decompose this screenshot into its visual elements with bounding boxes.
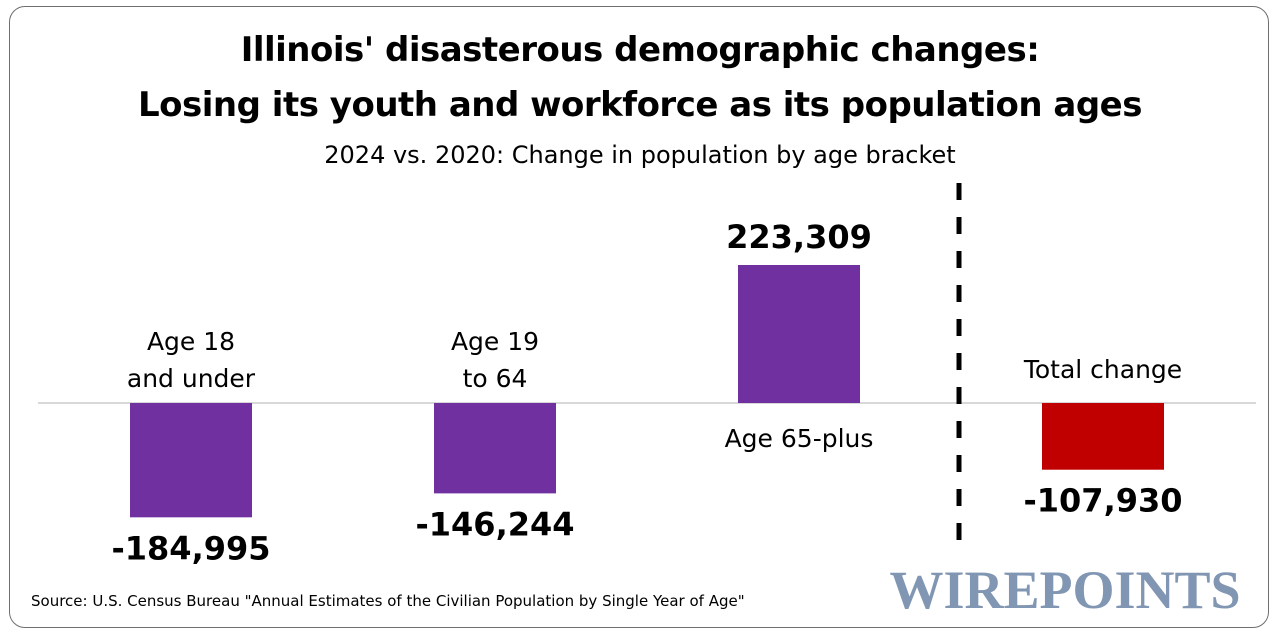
bar-1: [130, 403, 252, 518]
value-label-1: -184,995: [111, 529, 270, 567]
chart-subtitle: 2024 vs. 2020: Change in population by a…: [324, 141, 956, 169]
source-note: Source: U.S. Census Bureau "Annual Estim…: [31, 592, 745, 610]
chart-title-line-2: Losing its youth and workforce as its po…: [138, 85, 1142, 125]
category-label-3: Age 65-plus: [725, 424, 874, 453]
chart-title-line-1: Illinois' disasterous demographic change…: [240, 30, 1040, 70]
value-label-4: -107,930: [1023, 482, 1182, 520]
wirepoints-logo: WIREPOINTS: [889, 560, 1241, 620]
value-label-3: 223,309: [726, 218, 872, 256]
bar-4: [1042, 403, 1164, 470]
category-label-1-line-2: and under: [127, 364, 256, 393]
category-label-2-line-2: to 64: [463, 364, 528, 393]
bar-3: [738, 265, 860, 403]
chart-frame: [9, 6, 1269, 628]
bar-2: [434, 403, 556, 494]
category-label-2-line-1: Age 19: [451, 327, 539, 356]
category-label-4: Total change: [1023, 355, 1182, 384]
value-label-2: -146,244: [415, 505, 574, 543]
category-label-1-line-1: Age 18: [147, 327, 235, 356]
